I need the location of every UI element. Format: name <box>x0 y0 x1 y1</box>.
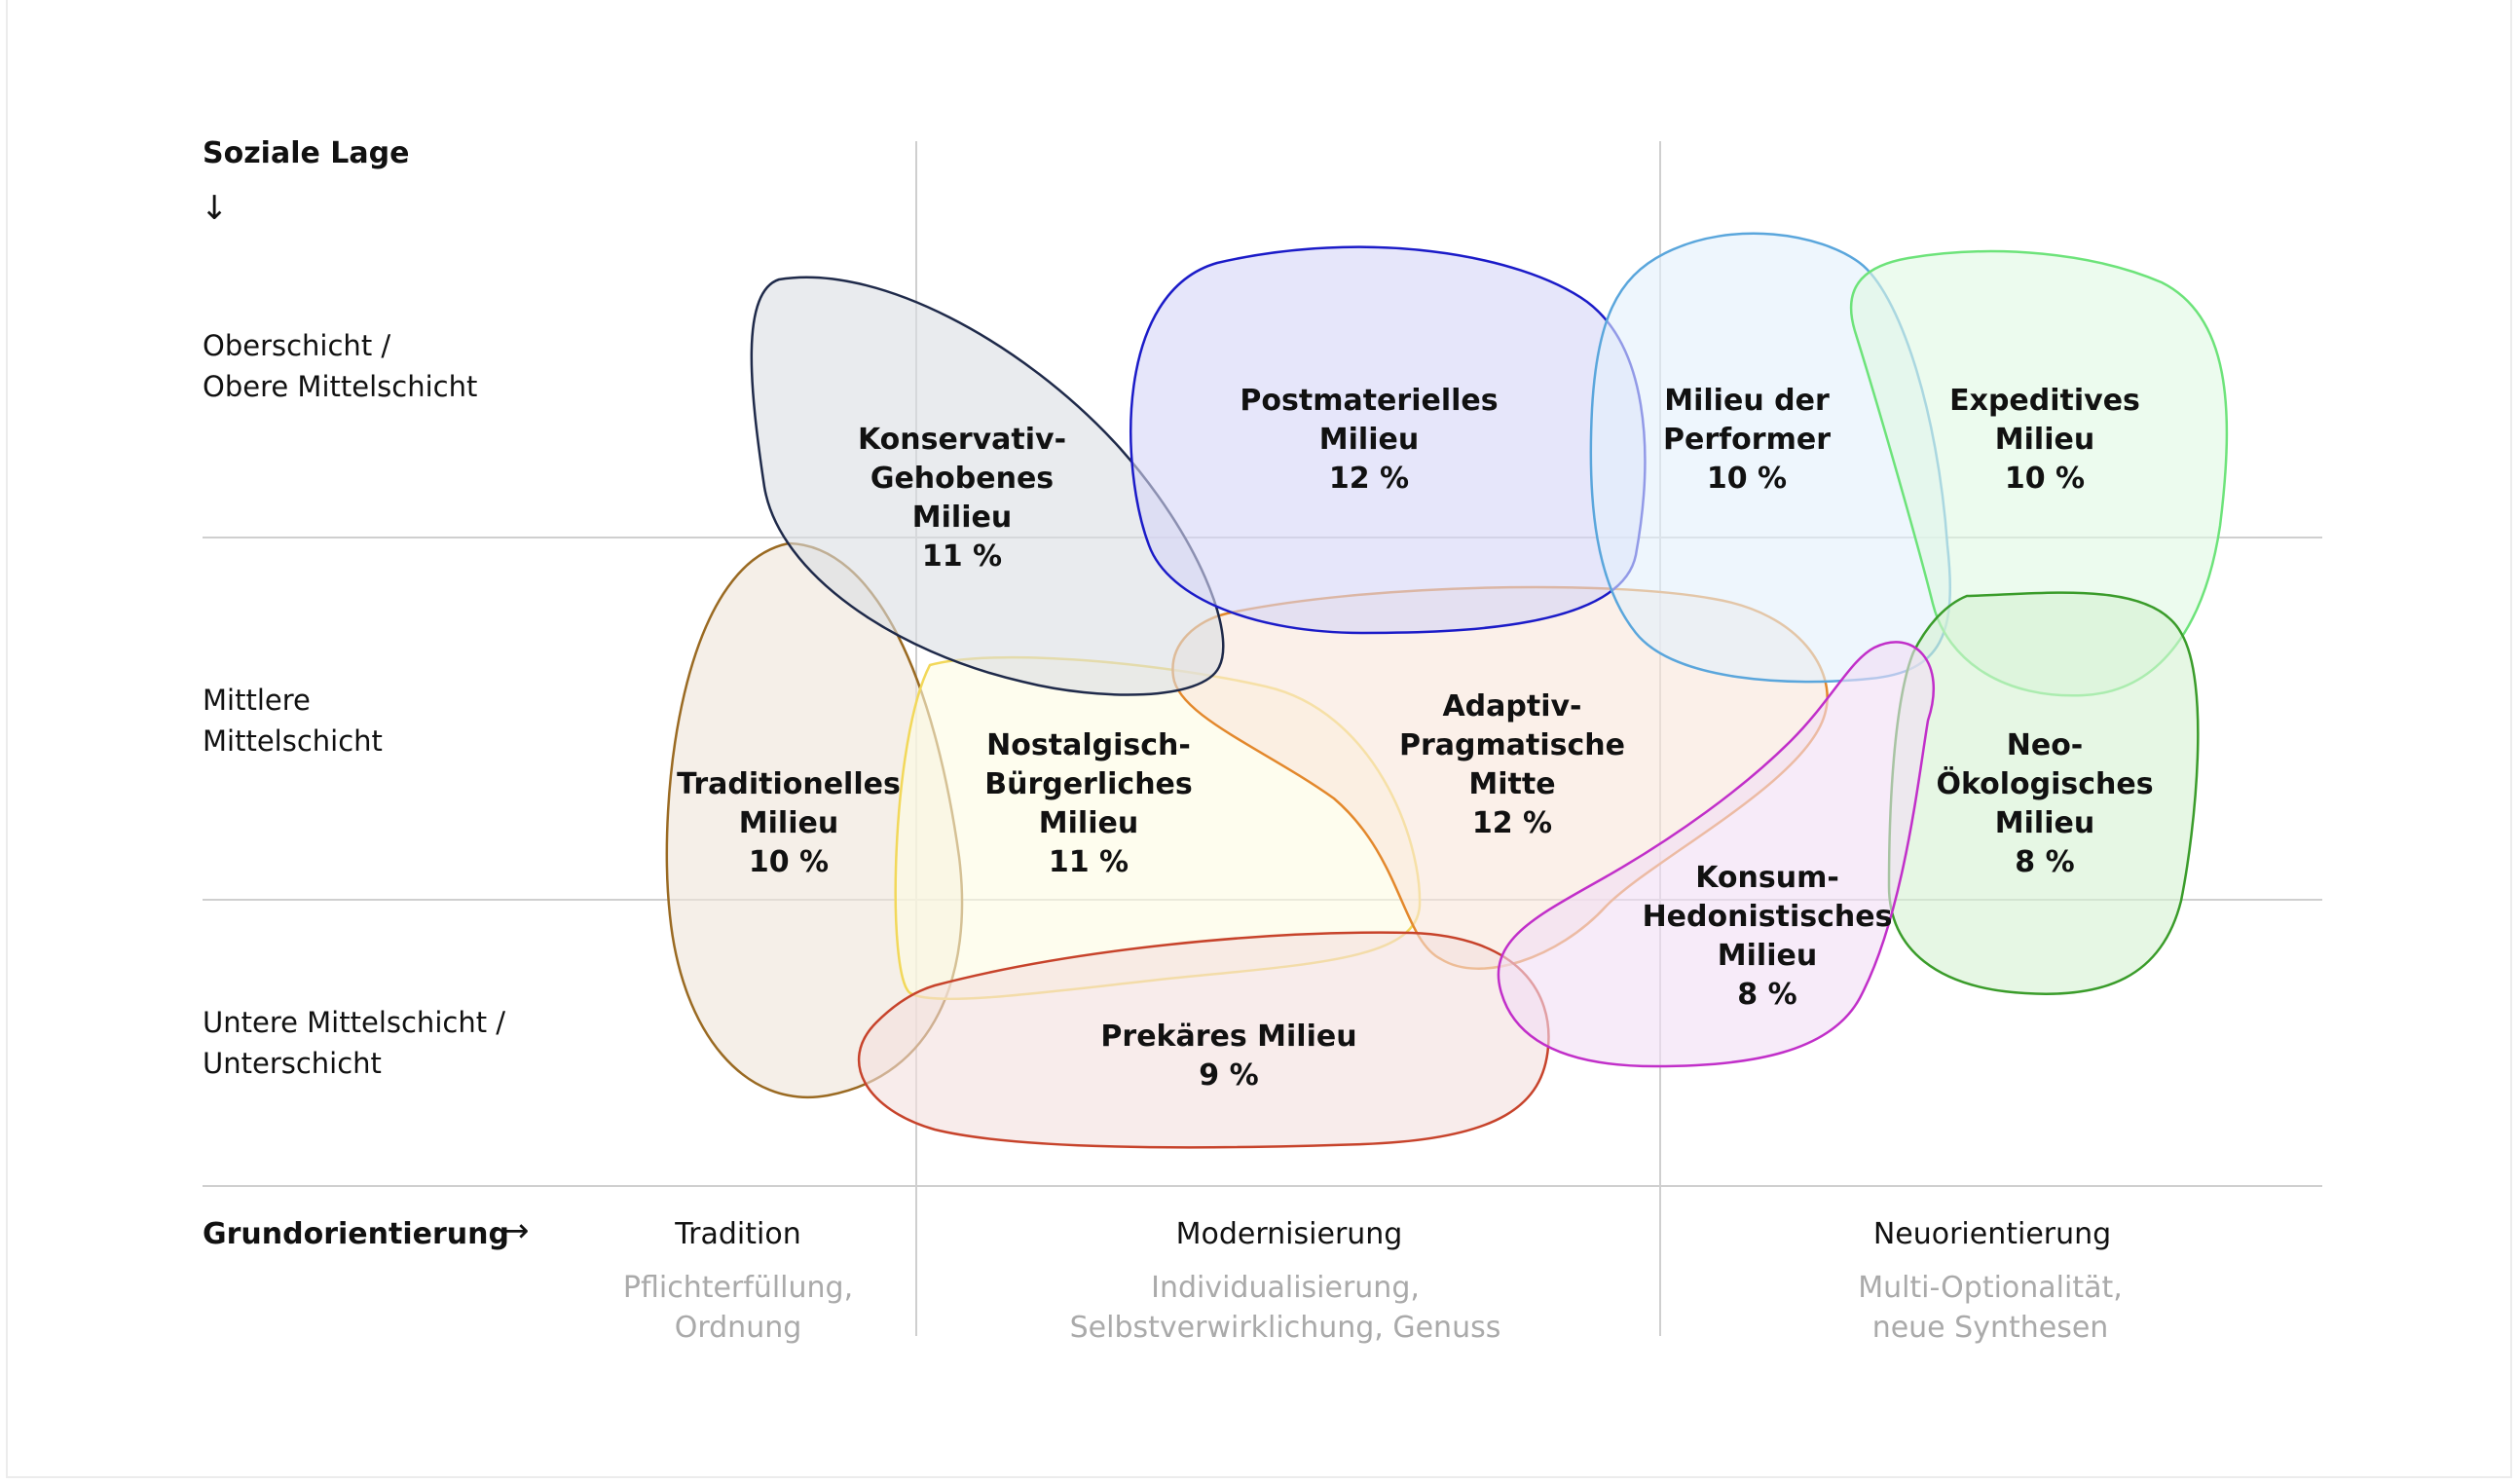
label-neooeko-line1: Neo- <box>2006 728 2084 762</box>
label-expeditiv-line2: Milieu <box>1994 423 2095 457</box>
label-adaptiv: Adaptiv- Pragmatische Mitte 12 % <box>1337 687 1687 843</box>
label-traditionell: Traditionelles Milieu 10 % <box>613 765 964 882</box>
label-konsum-share: 8 % <box>1737 978 1797 1012</box>
label-performer-line1: Milieu der <box>1664 384 1830 418</box>
label-adaptiv-line2: Pragmatische <box>1399 728 1625 762</box>
x-axis-title: Grundorientierung <box>203 1217 509 1251</box>
label-nostalgisch-line2: Bürgerliches <box>984 767 1193 801</box>
label-traditionell-share: 10 % <box>748 845 830 879</box>
row-label-lower: Untere Mittelschicht / Unterschicht <box>203 1002 611 1084</box>
label-postmateriell-line1: Postmaterielles <box>1240 384 1499 418</box>
arrow-right-icon: → <box>501 1211 530 1250</box>
label-neooeko-share: 8 % <box>2015 845 2075 879</box>
column-sub-tradition-line2: Ordnung <box>674 1311 802 1345</box>
column-sub-modernisierung-line1: Individualisierung, <box>1151 1271 1420 1305</box>
row-label-upper-line1: Oberschicht / <box>203 329 391 362</box>
label-konsum-line2: Hedonistisches <box>1642 900 1893 934</box>
row-label-middle-line2: Mittelschicht <box>203 724 383 758</box>
label-konservativ-line3: Milieu <box>911 501 1013 535</box>
label-prekaer: Prekäres Milieu 9 % <box>1054 1018 1404 1095</box>
label-postmateriell: Postmaterielles Milieu 12 % <box>1194 382 1544 499</box>
label-prekaer-share: 9 % <box>1199 1058 1259 1093</box>
label-expeditiv-share: 10 % <box>2004 462 2086 496</box>
blob-konsum <box>1497 641 1935 1068</box>
label-nostalgisch-line1: Nostalgisch- <box>986 728 1191 762</box>
column-sub-neuorientierung-line1: Multi-Optionalität, <box>1858 1271 2123 1305</box>
label-adaptiv-line3: Mitte <box>1468 767 1556 801</box>
label-postmateriell-line2: Milieu <box>1318 423 1420 457</box>
label-expeditiv-line1: Expeditives <box>1949 384 2140 418</box>
arrow-down-icon: ↓ <box>201 189 229 228</box>
label-performer-line2: Performer <box>1663 423 1831 457</box>
row-label-upper: Oberschicht / Obere Mittelschicht <box>203 325 611 407</box>
label-neooeko-line3: Milieu <box>1994 806 2095 840</box>
label-konsum-line3: Milieu <box>1717 939 1818 973</box>
row-label-lower-line2: Unterschicht <box>203 1047 382 1080</box>
row-label-lower-line1: Untere Mittelschicht / <box>203 1006 506 1039</box>
blob-postmateriell <box>1129 245 1647 635</box>
label-nostalgisch-share: 11 % <box>1048 845 1129 879</box>
label-neooeko-line2: Ökologisches <box>1936 767 2154 801</box>
label-performer-share: 10 % <box>1706 462 1788 496</box>
y-axis-title: Soziale Lage <box>203 136 410 170</box>
label-adaptiv-line1: Adaptiv- <box>1442 689 1582 723</box>
column-sub-tradition-line1: Pflichterfüllung, <box>622 1271 854 1305</box>
column-sub-neuorientierung: Multi-Optionalität, neue Synthesen <box>1649 1268 2331 1348</box>
row-label-upper-line2: Obere Mittelschicht <box>203 370 478 403</box>
column-head-modernisierung: Modernisierung <box>1175 1217 1403 1251</box>
label-adaptiv-share: 12 % <box>1471 806 1553 840</box>
label-konsum-line1: Konsum- <box>1695 861 1839 895</box>
label-konservativ-share: 11 % <box>921 539 1003 574</box>
column-head-neuorientierung: Neuorientierung <box>1872 1217 2112 1251</box>
label-konservativ-line2: Gehobenes <box>870 462 1055 496</box>
row-label-middle: Mittlere Mittelschicht <box>203 680 611 761</box>
label-prekaer-line1: Prekäres Milieu <box>1100 1020 1357 1054</box>
column-sub-tradition: Pflichterfüllung, Ordnung <box>397 1268 1079 1348</box>
blob-prekaer <box>857 931 1550 1149</box>
label-nostalgisch: Nostalgisch- Bürgerliches Milieu 11 % <box>913 726 1264 882</box>
row-label-middle-line1: Mittlere <box>203 684 311 717</box>
column-sub-modernisierung: Individualisierung, Selbstverwirklichung… <box>944 1268 1626 1348</box>
label-traditionell-line2: Milieu <box>738 806 839 840</box>
label-konservativ-line1: Konservativ- <box>857 423 1067 457</box>
label-konservativ: Konservativ- Gehobenes Milieu 11 % <box>787 421 1137 576</box>
label-traditionell-line1: Traditionelles <box>677 767 901 801</box>
column-sub-modernisierung-line2: Selbstverwirklichung, Genuss <box>1069 1311 1501 1345</box>
label-postmateriell-share: 12 % <box>1328 462 1410 496</box>
label-konsum: Konsum- Hedonistisches Milieu 8 % <box>1592 859 1943 1015</box>
column-sub-neuorientierung-line2: neue Synthesen <box>1871 1311 2109 1345</box>
blob-konservativ <box>750 276 1225 696</box>
label-nostalgisch-line3: Milieu <box>1038 806 1139 840</box>
figure-frame <box>6 0 2512 1478</box>
label-performer: Milieu der Performer 10 % <box>1572 382 1922 499</box>
column-head-tradition: Tradition <box>675 1217 801 1251</box>
label-neooeko: Neo- Ökologisches Milieu 8 % <box>1870 726 2220 882</box>
label-expeditiv: Expeditives Milieu 10 % <box>1870 382 2220 499</box>
